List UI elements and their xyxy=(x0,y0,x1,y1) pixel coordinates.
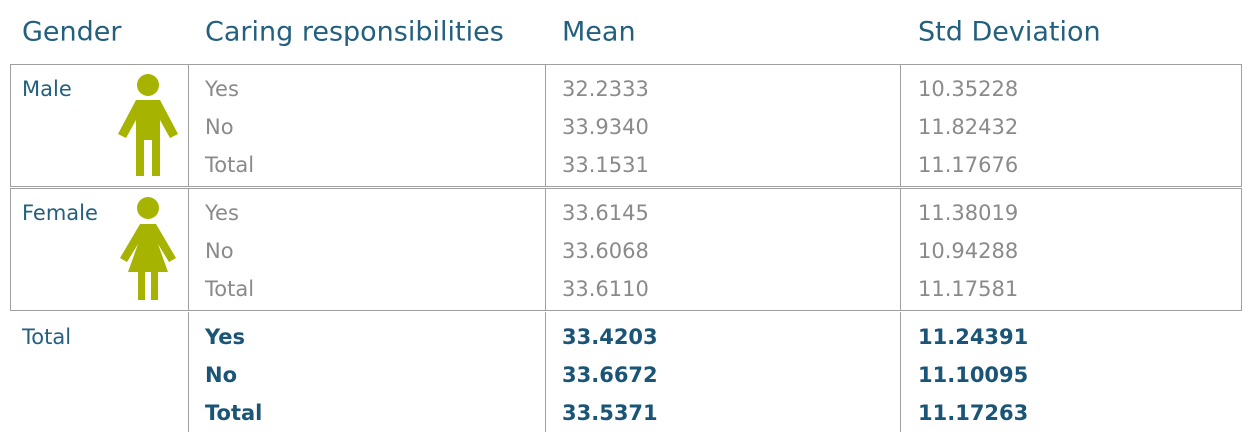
cell: 11.17581 xyxy=(918,277,1018,301)
cell: Total xyxy=(204,277,254,301)
cell: 10.94288 xyxy=(918,239,1018,263)
header-cell: Caring responsibilities xyxy=(205,17,504,48)
cell: 11.17676 xyxy=(918,153,1018,177)
cell: Yes xyxy=(204,325,245,349)
gender-label: Male xyxy=(22,77,72,101)
cell: 33.6145 xyxy=(562,201,649,225)
cell: Yes xyxy=(204,201,239,225)
group-box xyxy=(10,188,1242,311)
female-icon xyxy=(120,197,176,300)
cell: Total xyxy=(205,401,262,425)
cell: 33.4203 xyxy=(562,325,658,349)
gender-label: Female xyxy=(22,201,98,225)
cell: 33.9340 xyxy=(562,115,649,139)
cell: 11.38019 xyxy=(918,201,1018,225)
cell: No xyxy=(205,363,237,387)
cell: 11.24391 xyxy=(918,325,1028,349)
cell: 11.82432 xyxy=(918,115,1018,139)
cell: 33.6672 xyxy=(562,363,658,387)
cell: 10.35228 xyxy=(918,77,1018,101)
cell: 11.17263 xyxy=(918,401,1028,425)
group-box xyxy=(10,64,1242,187)
cell: No xyxy=(205,115,234,139)
header-cell: Gender xyxy=(22,17,122,48)
cell: 33.5371 xyxy=(562,401,658,425)
cell: 33.6110 xyxy=(562,277,649,301)
cell: Total xyxy=(204,153,254,177)
gender-label: Total xyxy=(21,325,71,349)
header-cell: Mean xyxy=(562,17,636,48)
male-icon xyxy=(118,74,178,176)
cell: 11.10095 xyxy=(918,363,1028,387)
cell: Yes xyxy=(204,77,239,101)
cell: 33.1531 xyxy=(562,153,649,177)
header-cell: Std Deviation xyxy=(918,17,1101,48)
cell: 32.2333 xyxy=(562,77,649,101)
cell: No xyxy=(205,239,234,263)
cell: 33.6068 xyxy=(562,239,649,263)
